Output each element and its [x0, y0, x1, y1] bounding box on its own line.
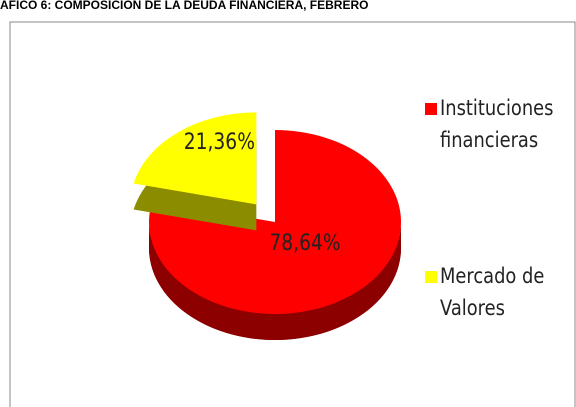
legend-label: Mercado de Valores: [440, 264, 545, 320]
legend-label: Instituciones financieras: [440, 96, 554, 152]
slice-wall: [149, 222, 401, 340]
legend-swatch: [425, 103, 437, 115]
slice: [149, 130, 402, 314]
data-label: 21,36%: [184, 129, 255, 155]
chart-title: ÁFICO 6: COMPOSICIÓN DE LA DEUDA FINANCI…: [0, 0, 368, 12]
slice: [133, 112, 257, 205]
data-label: 78,64%: [269, 230, 340, 256]
legend-swatch: [425, 271, 437, 283]
